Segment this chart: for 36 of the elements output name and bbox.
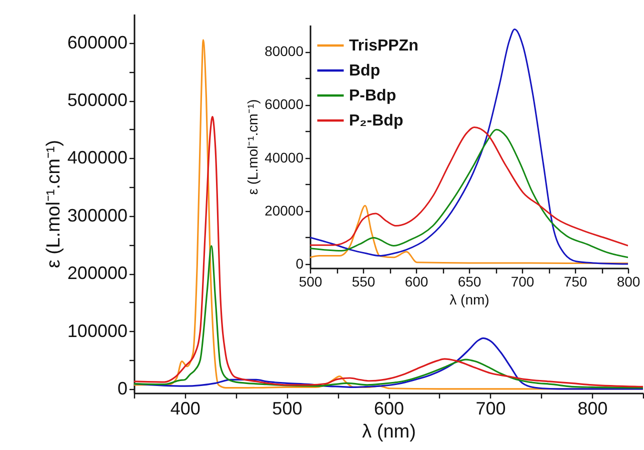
x-tick-label: 550	[352, 274, 376, 290]
x-tick-label: 700	[476, 398, 506, 418]
y-tick-label: 20000	[264, 202, 304, 218]
y-tick-label: 60000	[264, 96, 304, 112]
x-tick-label: 700	[510, 274, 534, 290]
x-tick-label: 800	[616, 274, 640, 290]
y-tick-label: 100000	[67, 320, 128, 341]
y-tick-label: 0	[296, 256, 304, 272]
x-tick-label: 600	[404, 274, 428, 290]
x-tick-label: 750	[564, 274, 588, 290]
y-tick-label: 400000	[67, 148, 128, 168]
y-axis-title: ε (L.mol⁻¹.cm⁻¹)	[43, 140, 64, 268]
line-series	[310, 204, 628, 264]
x-tick-label: 650	[458, 274, 482, 290]
x-tick-label: 800	[578, 398, 608, 418]
legend-label: P₂-Bdp	[349, 112, 404, 130]
y-tick-label: 500000	[67, 90, 128, 110]
legend-label: TrisPPZn	[349, 38, 418, 54]
x-tick-label: 500	[272, 398, 302, 418]
line-series	[310, 28, 628, 265]
y-tick-label: 600000	[67, 32, 128, 52]
y-tick-label: 40000	[264, 149, 304, 166]
x-tick-label: 600	[374, 398, 404, 418]
legend-label: P-Bdp	[349, 88, 396, 104]
line-series	[134, 337, 643, 390]
x-axis-title: λ (nm)	[450, 292, 490, 308]
x-axis-title: λ (nm)	[362, 422, 416, 442]
y-tick-label: 200000	[67, 263, 128, 284]
y-tick-label: 0	[117, 378, 128, 398]
x-tick-label: 500	[298, 274, 322, 290]
x-tick-label: 400	[170, 398, 200, 418]
y-tick-label: 300000	[67, 205, 128, 226]
y-axis-title: ε (L.mol⁻¹.cm⁻¹)	[244, 99, 261, 195]
line-series	[134, 245, 643, 389]
y-tick-label: 80000	[264, 43, 304, 60]
legend-label: Bdp	[349, 62, 380, 80]
